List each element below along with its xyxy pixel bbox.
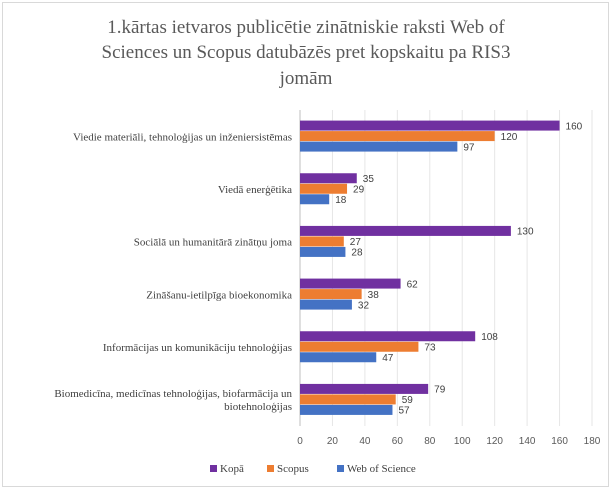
data-label: 160: [566, 121, 583, 132]
chart-title: 1.kārtas ietvaros publicētie zinātniskie…: [102, 17, 511, 89]
data-label: 35: [363, 174, 375, 185]
category-label: Viedie materiāli, tehnoloģijas un inženi…: [73, 131, 292, 143]
legend: Kopā Scopus Web of Science: [210, 463, 416, 475]
bar: [300, 141, 458, 152]
category-label: Sociālā un humanitārā zinātņu joma: [134, 237, 292, 249]
bar: [300, 289, 362, 300]
data-label: 130: [517, 227, 534, 238]
data-label: 28: [351, 248, 363, 259]
data-label: 59: [402, 395, 414, 406]
x-tick-label: 120: [486, 436, 503, 447]
bar: [300, 173, 357, 184]
category-label: Viedā enerģētika: [218, 184, 292, 196]
data-label: 79: [434, 385, 446, 396]
bar: [300, 394, 396, 405]
bar: [300, 194, 330, 205]
data-label: 62: [407, 279, 419, 290]
data-label: 18: [335, 195, 347, 206]
data-label: 32: [358, 300, 370, 311]
data-label: 38: [368, 290, 380, 301]
x-tick-label: 40: [359, 436, 371, 447]
data-label: 57: [398, 406, 410, 417]
bar: [300, 352, 377, 363]
legend-entry: Kopā: [220, 463, 244, 475]
bar: [300, 331, 476, 342]
x-tick-label: 140: [519, 436, 536, 447]
legend-swatch: [210, 465, 217, 472]
bar: [300, 299, 352, 310]
x-tick-label: 160: [551, 436, 568, 447]
legend-entry: Scopus: [277, 463, 309, 475]
chart-title-line: jomām: [279, 68, 333, 89]
chart-title-line: Sciences un Scopus datubāzēs pret kopska…: [102, 42, 511, 63]
bar: [300, 131, 495, 142]
x-tick-label: 20: [327, 436, 339, 447]
data-label: 47: [382, 353, 394, 364]
data-label: 108: [481, 332, 498, 343]
bar: [300, 383, 429, 394]
category-label: biotehnoloģijas: [224, 401, 292, 413]
legend-swatch: [267, 465, 274, 472]
bar: [300, 120, 560, 131]
data-label: 120: [501, 132, 518, 143]
bar: [300, 341, 419, 352]
legend-swatch: [337, 465, 344, 472]
x-tick-label: 60: [392, 436, 404, 447]
category-label: Biomedicīna, medicīnas tehnoloģijas, bio…: [54, 388, 292, 400]
bar: [300, 225, 511, 236]
gridlines: [299, 110, 593, 426]
data-label: 97: [463, 142, 475, 153]
bar: [300, 404, 393, 415]
data-label: 27: [350, 237, 362, 248]
category-label: Zināšanu-ietilpīga bioekonomika: [146, 289, 292, 301]
chart-title-line: 1.kārtas ietvaros publicētie zinātniskie…: [107, 17, 505, 38]
x-tick-label: 80: [424, 436, 436, 447]
category-labels: Viedie materiāli, tehnoloģijas un inženi…: [54, 131, 292, 413]
data-label: 29: [353, 185, 365, 196]
bar: [300, 246, 346, 257]
x-tick-label: 0: [297, 436, 303, 447]
data-label: 73: [424, 343, 436, 354]
category-label: Informācijas un komunikāciju tehnoloģija…: [103, 342, 292, 354]
bar: [300, 236, 344, 247]
legend-entry: Web of Science: [347, 463, 416, 475]
x-tick-label: 100: [454, 436, 471, 447]
x-tick-label: 180: [584, 436, 601, 447]
bar: [300, 278, 401, 289]
bar: [300, 183, 348, 194]
x-axis-ticks: 0 20 40 60 80 100 120 140 160 180: [297, 436, 601, 447]
